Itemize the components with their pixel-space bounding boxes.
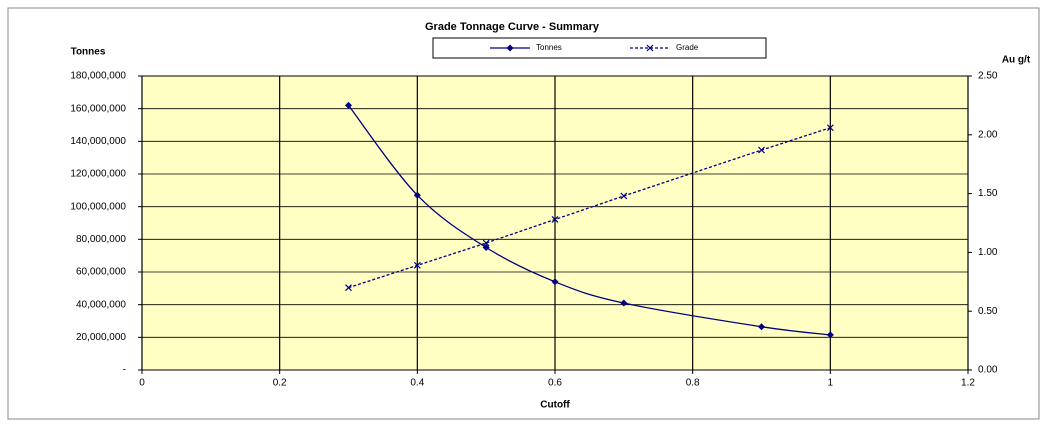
x-tick-label: 0.6 bbox=[548, 378, 562, 389]
x-tick-label: 0 bbox=[139, 378, 145, 389]
y-tick-label: 180,000,000 bbox=[70, 71, 126, 82]
point-marker bbox=[482, 244, 490, 251]
point-marker bbox=[758, 323, 765, 331]
x-tick-label: 0.4 bbox=[410, 378, 424, 389]
point-marker bbox=[506, 44, 514, 52]
y2-tick-label: 2.00 bbox=[978, 129, 998, 140]
point-marker bbox=[826, 124, 834, 132]
y-tick-label: 40,000,000 bbox=[76, 299, 126, 310]
x-tick-label: 1.2 bbox=[961, 378, 975, 389]
point-marker bbox=[758, 146, 765, 154]
point-marker bbox=[646, 44, 654, 52]
x-tick-label: 0.8 bbox=[686, 378, 700, 389]
x-tick-label: 1 bbox=[828, 378, 834, 389]
point-marker bbox=[413, 261, 421, 269]
y-tick-label: - bbox=[123, 365, 126, 376]
y2-tick-label: 0.00 bbox=[978, 365, 998, 376]
point-marker bbox=[345, 101, 352, 109]
point-marker bbox=[551, 216, 559, 223]
y-axis-title: Tonnes bbox=[71, 47, 106, 58]
legend bbox=[432, 37, 767, 59]
y-tick-label: 140,000,000 bbox=[70, 136, 126, 147]
x-axis-title: Cutoff bbox=[540, 400, 570, 411]
y2-axis-title: Au g/t bbox=[1002, 55, 1031, 66]
point-marker bbox=[551, 278, 559, 286]
x-tick-label: 0.2 bbox=[273, 378, 287, 389]
legend-label: Grade bbox=[676, 43, 699, 52]
y2-tick-label: 0.50 bbox=[978, 306, 998, 317]
y-tick-label: 120,000,000 bbox=[70, 169, 126, 180]
y-tick-label: 160,000,000 bbox=[70, 103, 126, 114]
point-marker bbox=[620, 299, 628, 307]
y-tick-label: 60,000,000 bbox=[76, 267, 126, 278]
legend-label: Tonnes bbox=[536, 43, 562, 52]
point-marker bbox=[620, 192, 628, 200]
y-tick-label: 20,000,000 bbox=[76, 332, 126, 343]
y-tick-label: 80,000,000 bbox=[76, 234, 126, 245]
point-marker bbox=[345, 284, 352, 292]
y-tick-label: 100,000,000 bbox=[70, 201, 126, 212]
point-marker bbox=[482, 239, 490, 247]
point-marker bbox=[826, 331, 834, 339]
chart-title: Grade Tonnage Curve - Summary bbox=[425, 21, 600, 33]
point-marker bbox=[413, 191, 421, 199]
y2-tick-label: 1.00 bbox=[978, 247, 998, 258]
y2-tick-label: 1.50 bbox=[978, 188, 998, 199]
plot-frame bbox=[141, 75, 969, 371]
y2-tick-label: 2.50 bbox=[978, 71, 998, 82]
